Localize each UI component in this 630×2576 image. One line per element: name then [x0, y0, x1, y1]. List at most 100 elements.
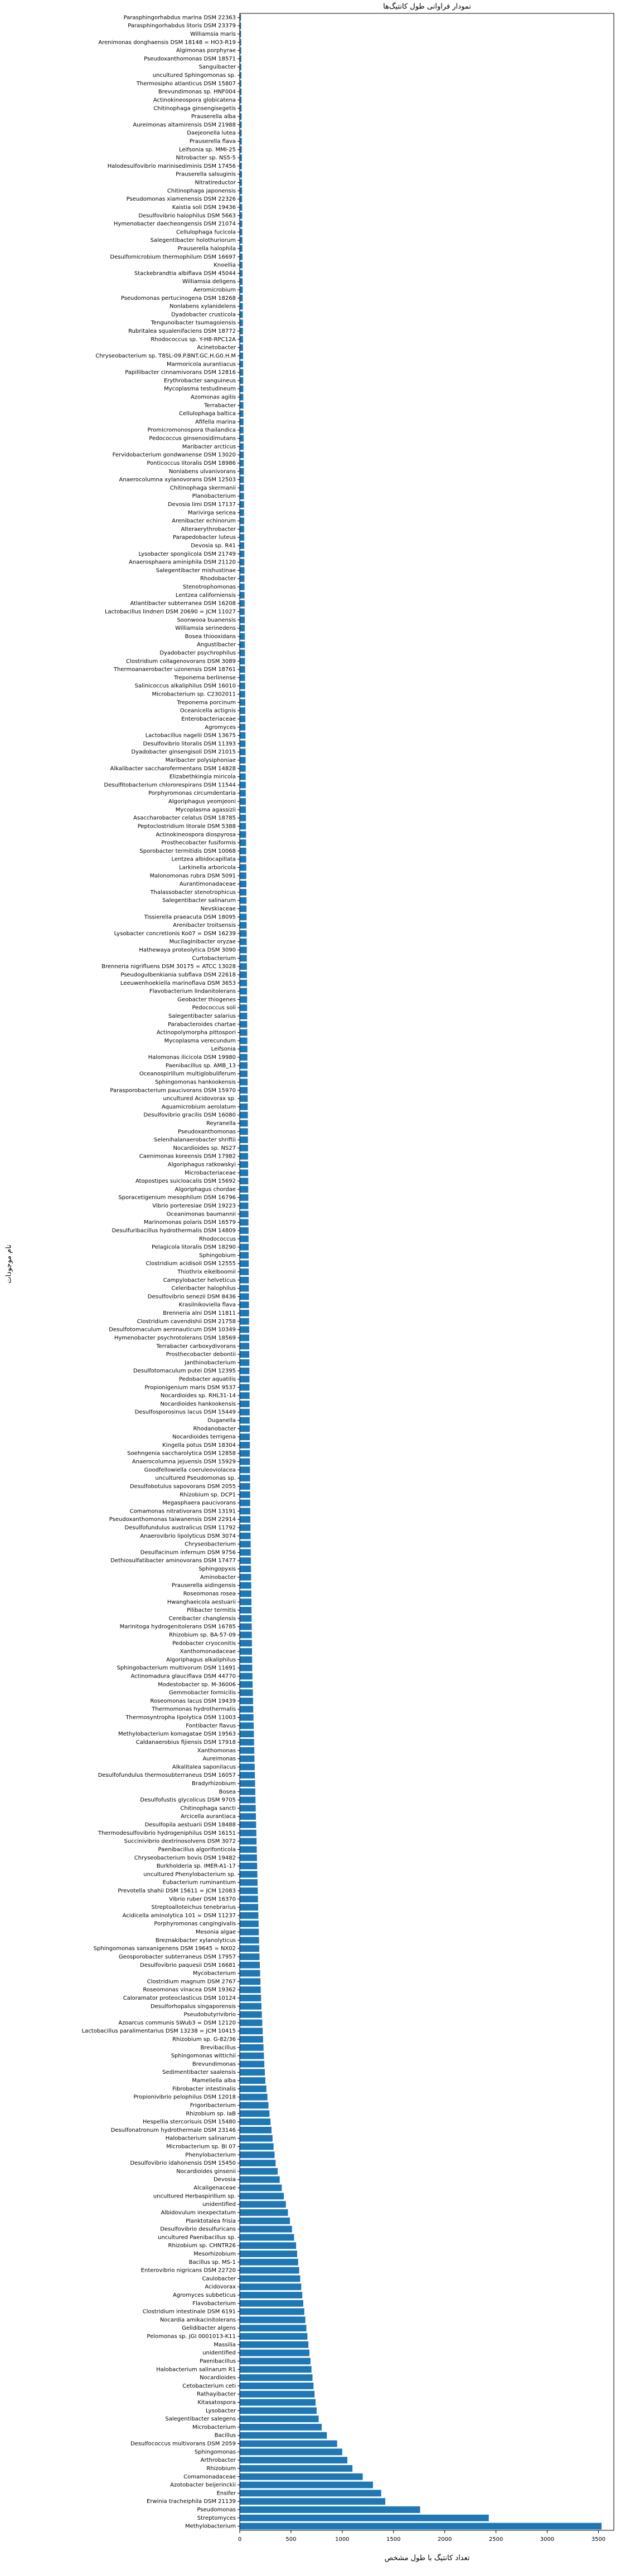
y-tick-label: Anaerosphaera aminiphila DSM 21120 [129, 560, 236, 566]
y-tick-label: Mucilaginibacter oryzae [169, 939, 236, 945]
y-tick-label: Alkalibacter saccharofermentans DSM 1482… [110, 766, 236, 772]
bar [240, 2069, 265, 2076]
y-tick-label: Daejeonella lutea [187, 130, 236, 137]
y-tick-label: Actinokineospora diospyrosa [156, 832, 236, 838]
y-tick-label: Caldanaerobius fijiensis DSM 17918 [136, 1739, 236, 1746]
y-tick-label: Alteraerythrobacter [181, 526, 236, 532]
y-tick-label: Lactobacillus nagelii DSM 13675 [146, 733, 236, 739]
y-tick-label: Nocardioides sp. RHL31-14 [161, 1393, 236, 1399]
bar [240, 633, 245, 640]
bar [240, 1070, 248, 1077]
y-tick-label: Streptomyces [197, 2515, 236, 2521]
bar [240, 1111, 248, 1119]
bar [240, 2407, 317, 2414]
y-tick-label: Mesonia algae [196, 1929, 236, 1936]
y-tick-label: Clostridium magnum DSM 2767 [147, 1979, 236, 1985]
bar [240, 658, 245, 665]
y-tick-label: Halodesulfovibrio marinisediminis DSM 17… [108, 163, 236, 169]
bar [240, 1499, 250, 1506]
y-tick-label: Pilibacter termitis [187, 1607, 236, 1613]
bar [240, 113, 242, 120]
bar [240, 328, 243, 334]
bar [240, 881, 246, 888]
bar [240, 1673, 253, 1680]
y-tick-label: Chryseobacterium sp. T8SL-09.P.BNT.GC.H.… [95, 353, 236, 359]
y-tick-label: Planktotalea frisia [186, 2218, 236, 2224]
y-tick-label: unidentified [202, 2350, 236, 2356]
y-tick-label: Hathewaya proteolytica DSM 3090 [139, 947, 236, 954]
y-tick-label: Pseudoxanthomonas taiwanensis DSM 22914 [109, 1517, 236, 1523]
bar [240, 2490, 381, 2497]
bar [240, 1648, 253, 1655]
y-tick-label: Pedobacter aquatilis [179, 1376, 236, 1382]
bar [240, 1359, 250, 1366]
bar [240, 1343, 250, 1350]
y-tick-label: Paenibacillus sp. AMB_13 [166, 1063, 236, 1069]
bar [240, 2440, 337, 2447]
y-tick-label: Halobacterium salinarum [166, 2136, 236, 2142]
y-tick-label: Succinivibrio dextrinosolvens DSM 3072 [124, 1839, 236, 1845]
y-tick-label: Halomonas ilicicola DSM 19980 [148, 1054, 236, 1061]
y-tick-label: Roseomonas lacus DSM 19439 [150, 1698, 236, 1704]
bar [240, 2242, 297, 2249]
y-tick-label: Rathayibacter [197, 2392, 236, 2398]
bar [240, 971, 247, 978]
bar [240, 2457, 348, 2464]
y-tick-label: Nitratireductor [195, 180, 236, 186]
bar [240, 806, 246, 813]
y-tick-label: Rhodobacter [200, 576, 236, 582]
y-tick-label: Desulfacinum infernum DSM 9756 [140, 1549, 236, 1556]
bar [240, 2267, 299, 2274]
bar [240, 1887, 258, 1894]
bar [240, 1136, 248, 1144]
x-tick-label: 3000 [540, 2536, 554, 2543]
y-tick-label: Algimonas porphyrae [176, 48, 236, 54]
y-tick-label: Devosia [214, 2177, 236, 2183]
bar [240, 336, 243, 343]
bar [240, 162, 242, 169]
y-tick-label: Brevundimonas [192, 2061, 236, 2067]
y-tick-label: Parabacteroides chartae [168, 1022, 236, 1028]
y-tick-label: Chryseobacterium [185, 1542, 236, 1548]
bar [240, 2275, 301, 2282]
y-tick-label: Sphingomonas sanxanigenens DSM 19645 = N… [94, 1946, 236, 1952]
bar [240, 129, 242, 137]
y-tick-label: Williamsia serinedens [175, 625, 236, 631]
bar [240, 1829, 256, 1836]
y-tick-label: Thiothrix eikelboomii [177, 1269, 236, 1275]
bar [240, 1260, 249, 1267]
bar [240, 1013, 248, 1019]
bar [240, 1326, 249, 1333]
bar [240, 723, 246, 731]
bar [240, 2423, 322, 2431]
y-tick-label: Propionivibrio pelophilus DSM 12018 [134, 2094, 236, 2101]
bar [240, 501, 244, 508]
y-tick-label: Afifella marina [195, 419, 236, 425]
y-tick-label: Desulfovibrio paquesii DSM 16681 [140, 1962, 236, 1969]
y-tick-label: Desulfuribacillus hydrothermalis DSM 148… [112, 1228, 236, 1234]
y-tick-label: Leifsonia [211, 1046, 236, 1052]
bar [240, 1144, 248, 1151]
y-tick-label: Albidovulum inexpectatum [161, 2210, 236, 2216]
bar [240, 682, 245, 689]
y-tick-label: Fibrobacter intestinalis [172, 2086, 236, 2092]
y-tick-label: Prauserella halophila [178, 246, 236, 252]
bar [240, 385, 244, 392]
y-tick-label: Marinomonas polaris DSM 16579 [144, 1219, 236, 1226]
y-tick-label: Frigoribacterium [190, 2102, 236, 2108]
chart-title: نمودار فراوانی طول کانتیگ‌ها [383, 2, 471, 11]
y-tick-label: Rhizobium sp. DCP1 [180, 1492, 236, 1498]
bar [240, 2126, 272, 2133]
y-tick-label: Microbacterium sp. BI 07 [166, 2144, 236, 2150]
bar [240, 1664, 253, 1671]
bar [240, 905, 247, 912]
y-tick-label: uncultured Pseudomonas sp. [155, 1475, 236, 1481]
y-tick-label: Desulfovibrio litoralis DSM 11393 [143, 741, 236, 747]
y-tick-label: Desulfotomaculum putei DSM 12395 [133, 1368, 236, 1374]
y-tick-label: Kitasatospora [197, 2399, 236, 2405]
x-axis-label: تعداد کانتیگ با طول مشخص [385, 2554, 470, 2563]
y-tick-label: Mycoplasma testudineum [164, 386, 236, 392]
bar [240, 410, 244, 417]
bar [240, 2415, 319, 2423]
y-tick-label: Lentzea albidocapillata [172, 857, 236, 863]
